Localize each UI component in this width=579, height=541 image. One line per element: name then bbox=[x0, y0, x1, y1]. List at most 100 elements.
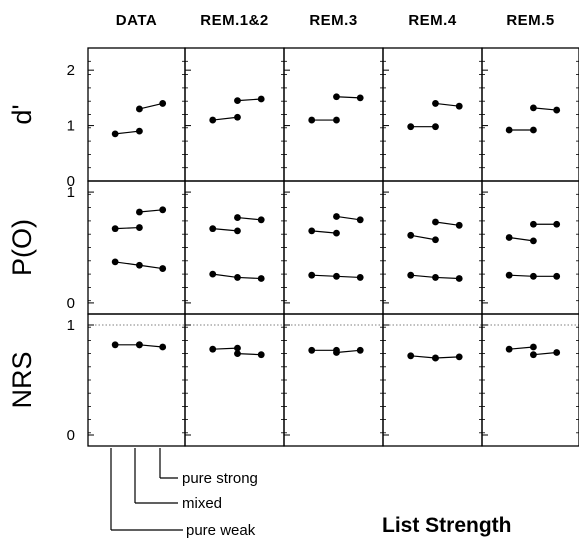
po-old-weak-point-1-2-0 bbox=[308, 227, 316, 235]
po-new-line-1-0-1 bbox=[139, 264, 163, 270]
po-new-line-1-1-1 bbox=[237, 276, 262, 280]
po-old-weak-line-1-3-0 bbox=[410, 234, 436, 241]
y-tick-label-0-0: 0 bbox=[67, 173, 75, 190]
nrs-b-point-2-0-1 bbox=[159, 343, 167, 351]
nrs-a-line-2-4-0 bbox=[509, 346, 534, 350]
panel-frame-1-3 bbox=[382, 180, 483, 315]
dprime-strong-line-0-1-0 bbox=[237, 98, 262, 102]
legend-mixed: mixed bbox=[182, 495, 222, 512]
dprime-strong-point-0-0-0 bbox=[136, 105, 143, 113]
nrs-a-line-2-1-0 bbox=[212, 347, 238, 350]
nrs-b-line-2-2-0 bbox=[336, 349, 361, 354]
nrs-a-line-2-3-0 bbox=[410, 355, 436, 359]
dprime-strong-line-0-4-0 bbox=[533, 107, 557, 111]
nrs-b-point-2-2-1 bbox=[356, 346, 364, 354]
po-new-line-1-3-0 bbox=[410, 274, 436, 279]
dprime-weak-point-0-3-0 bbox=[407, 123, 415, 131]
dprime-strong-point-0-1-1 bbox=[257, 95, 265, 103]
po-old-weak-point-1-3-1 bbox=[432, 236, 439, 244]
data-marks bbox=[111, 93, 561, 362]
po-new-line-1-2-0 bbox=[311, 274, 337, 277]
row-label-2: NRS bbox=[7, 351, 37, 408]
dprime-weak-line-0-1-0 bbox=[212, 116, 238, 121]
nrs-b-point-2-3-0 bbox=[432, 354, 439, 362]
nrs-b-point-2-1-1 bbox=[257, 351, 265, 359]
po-new-point-1-3-1 bbox=[432, 274, 439, 281]
po-new-point-1-0-2 bbox=[159, 265, 167, 272]
po-old-strong-line-1-3-0 bbox=[435, 221, 460, 226]
po-old-weak-point-1-2-1 bbox=[333, 229, 340, 237]
dprime-weak-point-0-1-1 bbox=[234, 113, 241, 121]
dprime-strong-point-0-3-0 bbox=[432, 100, 439, 107]
nrs-a-point-2-2-0 bbox=[308, 346, 316, 354]
po-new-point-1-0-1 bbox=[136, 261, 143, 269]
po-new-point-1-0-0 bbox=[111, 258, 119, 266]
panel-frame-0-1 bbox=[184, 47, 285, 182]
po-old-weak-point-1-0-1 bbox=[136, 224, 143, 231]
dprime-strong-point-0-2-0 bbox=[333, 93, 340, 101]
po-old-weak-point-1-1-0 bbox=[209, 225, 217, 233]
y-tick-label-0-2: 2 bbox=[67, 62, 75, 79]
po-new-line-1-3-1 bbox=[435, 276, 460, 280]
po-new-point-1-3-0 bbox=[407, 271, 415, 279]
panel-frame-0-3 bbox=[382, 47, 483, 182]
y-tick-label-0-1: 1 bbox=[67, 118, 75, 135]
po-new-point-1-1-1 bbox=[234, 274, 241, 281]
po-old-strong-line-1-2-0 bbox=[336, 215, 361, 221]
po-new-point-1-2-0 bbox=[308, 271, 316, 279]
po-old-weak-line-1-1-0 bbox=[212, 228, 238, 232]
dprime-strong-line-0-2-0 bbox=[336, 96, 361, 99]
po-old-strong-point-1-1-0 bbox=[234, 214, 241, 221]
dprime-strong-point-0-4-0 bbox=[530, 104, 537, 112]
po-old-weak-line-1-0-0 bbox=[115, 226, 140, 230]
panel-frame-2-4 bbox=[481, 313, 579, 447]
dprime-weak-line-0-0-0 bbox=[115, 130, 140, 135]
dprime-strong-point-0-4-1 bbox=[553, 106, 561, 114]
dprime-strong-point-0-1-0 bbox=[234, 97, 241, 105]
legend-pure-weak: pure weak bbox=[186, 522, 256, 539]
dprime-strong-line-0-0-0 bbox=[139, 102, 163, 110]
panel-frame-2-0 bbox=[87, 313, 186, 447]
dprime-strong-line-0-3-0 bbox=[435, 102, 460, 107]
column-title-rem-1-2: REM.1&2 bbox=[200, 12, 269, 29]
po-old-strong-point-1-0-1 bbox=[159, 206, 167, 214]
po-old-weak-point-1-1-1 bbox=[234, 227, 241, 235]
row-label-0: d' bbox=[7, 104, 37, 124]
nrs-b-line-2-1-0 bbox=[237, 353, 262, 356]
column-title-rem-5: REM.5 bbox=[506, 12, 554, 29]
column-title-data: DATA bbox=[116, 12, 157, 29]
nrs-b-point-2-1-0 bbox=[234, 350, 241, 357]
po-old-weak-point-1-4-0 bbox=[505, 234, 513, 241]
panel-frame-0-2 bbox=[283, 47, 384, 182]
po-new-point-1-1-0 bbox=[209, 270, 217, 278]
y-tick-label-1-0: 0 bbox=[67, 295, 75, 312]
nrs-a-point-2-0-0 bbox=[111, 341, 119, 349]
po-new-point-1-4-2 bbox=[553, 272, 561, 280]
panel-frame-0-0 bbox=[87, 47, 186, 182]
chart-title: List Strength bbox=[382, 514, 512, 537]
dprime-weak-point-0-0-1 bbox=[136, 127, 143, 135]
po-new-line-1-2-1 bbox=[336, 275, 361, 279]
nrs-a-point-2-1-1 bbox=[234, 344, 241, 352]
po-new-point-1-2-1 bbox=[333, 272, 340, 280]
nrs-b-line-2-4-0 bbox=[533, 351, 557, 356]
column-titles: DATA REM.1&2 REM.3 REM.4 REM.5 bbox=[116, 12, 554, 29]
po-old-strong-point-1-4-1 bbox=[553, 220, 561, 228]
panel-frame-1-2 bbox=[283, 180, 384, 315]
panel-frame-2-2 bbox=[283, 313, 384, 447]
nrs-b-line-2-0-0 bbox=[139, 344, 163, 348]
po-new-line-1-1-0 bbox=[212, 273, 238, 279]
dprime-weak-point-0-2-1 bbox=[333, 116, 340, 124]
po-old-weak-point-1-0-0 bbox=[111, 225, 119, 233]
po-new-point-1-3-2 bbox=[455, 275, 463, 282]
nrs-a-point-2-1-0 bbox=[209, 345, 217, 353]
po-old-weak-point-1-3-0 bbox=[407, 231, 415, 239]
panel-frame-2-3 bbox=[382, 313, 483, 447]
dprime-weak-point-0-4-1 bbox=[530, 126, 537, 134]
po-old-strong-line-1-0-0 bbox=[139, 209, 163, 213]
po-old-strong-point-1-2-1 bbox=[356, 216, 364, 224]
dprime-weak-point-0-3-1 bbox=[432, 123, 439, 131]
column-title-rem-3: REM.3 bbox=[309, 12, 357, 29]
